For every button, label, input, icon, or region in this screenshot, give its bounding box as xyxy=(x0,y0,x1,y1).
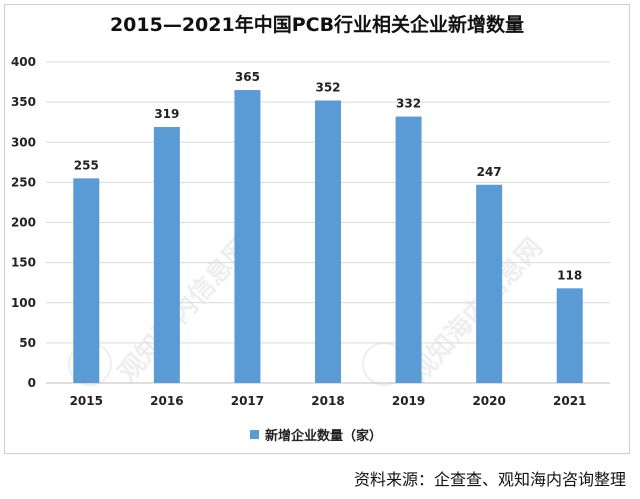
data-label: 365 xyxy=(235,70,260,84)
bar-2020 xyxy=(476,184,503,383)
y-tick-label: 50 xyxy=(19,336,36,350)
data-label: 332 xyxy=(396,97,421,111)
legend-label: 新增企业数量（家） xyxy=(265,428,383,444)
x-tick-label: 2015 xyxy=(70,394,103,408)
y-tick-label: 400 xyxy=(11,55,36,69)
legend: 新增企业数量（家） xyxy=(250,425,383,444)
bar-2021 xyxy=(556,288,583,383)
chart-title: 2015—2021年中国PCB行业相关企业新增数量 xyxy=(109,14,525,36)
y-tick-label: 300 xyxy=(11,135,36,149)
data-label: 352 xyxy=(315,81,340,95)
y-tick-label: 0 xyxy=(28,376,36,390)
y-tick-label: 150 xyxy=(11,256,36,270)
y-tick-label: 350 xyxy=(11,95,36,109)
bar-2016 xyxy=(153,127,180,383)
x-tick-label: 2017 xyxy=(231,394,264,408)
data-label: 255 xyxy=(74,158,99,172)
bar-2019 xyxy=(395,116,422,383)
legend-swatch xyxy=(250,429,259,439)
x-tick-label: 2016 xyxy=(150,394,183,408)
source-note: 资料来源：企查查、观知海内咨询整理 xyxy=(353,470,626,489)
bar-2017 xyxy=(234,90,261,384)
bar-2015 xyxy=(73,178,100,383)
data-label: 247 xyxy=(477,165,502,179)
x-tick-label: 2019 xyxy=(392,394,425,408)
data-label: 118 xyxy=(557,268,582,282)
y-tick-label: 250 xyxy=(11,175,36,189)
x-tick-label: 2020 xyxy=(472,394,505,408)
y-tick-label: 100 xyxy=(11,296,36,310)
y-tick-label: 200 xyxy=(11,216,36,230)
x-tick-label: 2018 xyxy=(311,394,344,408)
bar-2018 xyxy=(315,100,341,384)
data-label: 319 xyxy=(154,107,179,121)
x-tick-label: 2021 xyxy=(553,394,586,408)
